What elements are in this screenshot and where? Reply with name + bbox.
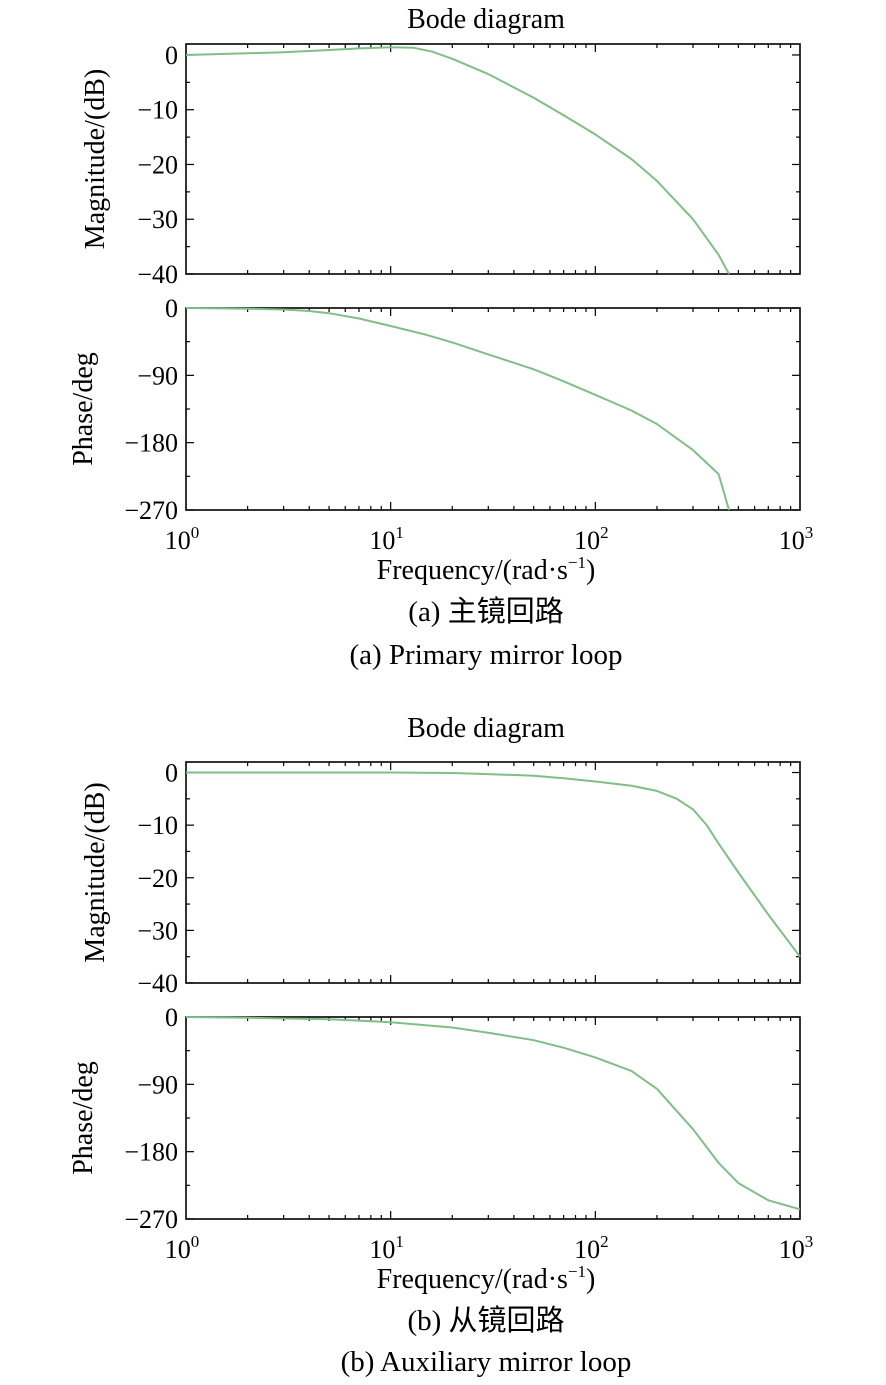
chart-a-magnitude-ylabel: Magnitude/(dB) <box>80 69 111 249</box>
chart-a-magnitude-ytick-label: −40 <box>137 260 178 289</box>
chart-a-xlabel: Frequency/(rad·s−1) <box>377 553 596 586</box>
chart-a-phase-frame <box>185 307 801 511</box>
chart-a-magnitude-magnitude-line <box>185 46 730 275</box>
chart-b-xtick-label: 102 <box>574 1232 609 1264</box>
chart-b-xlabel: Frequency/(rad·s−1) <box>377 1262 596 1295</box>
chart-b-xtick-label: 103 <box>779 1232 814 1264</box>
chart-b-magnitude-ytick-label: −10 <box>137 811 178 840</box>
chart-a-magnitude-frame <box>185 43 801 275</box>
chart-a-phase-ytick-label: 0 <box>165 294 178 323</box>
chart-b-title: Bode diagram <box>407 713 565 744</box>
chart-b-phase-ytick-label: −180 <box>124 1138 178 1167</box>
chart-b-magnitude-ytick-label: −30 <box>137 916 178 945</box>
chart-b-magnitude-ytick-label: 0 <box>165 759 178 788</box>
chart-b-caption-en: (b) Auxiliary mirror loop <box>341 1346 632 1378</box>
chart-a-title: Bode diagram <box>407 4 565 35</box>
chart-a-magnitude-ytick-label: 0 <box>165 41 178 70</box>
chart-a-caption-cn: (a) 主镜回路 <box>408 595 563 628</box>
chart-a-magnitude-ytick-label: −20 <box>137 150 178 179</box>
chart-b-xtick-label: 101 <box>369 1232 404 1264</box>
chart-b-magnitude-ytick-label: −20 <box>137 864 178 893</box>
chart-a-magnitude-ytick-label: −30 <box>137 205 178 234</box>
chart-a-xtick-label: 101 <box>369 523 404 555</box>
chart-b-phase-frame <box>185 1016 801 1220</box>
chart-b-phase-ytick-label: 0 <box>165 1003 178 1032</box>
chart-a-phase-phase-line <box>185 307 730 511</box>
chart-b-magnitude-frame <box>185 761 801 984</box>
chart-a-xtick-label: 102 <box>574 523 609 555</box>
chart-a-phase-ytick-label: −90 <box>137 361 178 390</box>
chart-a-xtick-label: 100 <box>165 523 200 555</box>
chart-a-phase-ytick-label: −180 <box>124 429 178 458</box>
chart-a-caption-en: (a) Primary mirror loop <box>349 639 622 671</box>
chart-b-caption-cn: (b) 从镜回路 <box>407 1304 564 1337</box>
chart-a-xtick-label: 103 <box>779 523 814 555</box>
chart-b-phase-phase-line <box>185 1016 801 1211</box>
chart-b-magnitude-ylabel: Magnitude/(dB) <box>80 782 111 962</box>
chart-a-phase-ytick-label: −270 <box>124 496 178 525</box>
chart-b-phase-ylabel: Phase/deg <box>68 1061 99 1175</box>
chart-b-magnitude-magnitude-line <box>186 771 801 958</box>
chart-a-magnitude-ytick-label: −10 <box>137 96 178 125</box>
chart-b-phase-ytick-label: −90 <box>137 1070 178 1099</box>
chart-b-magnitude-ytick-label: −40 <box>137 969 178 998</box>
chart-b-phase-ytick-label: −270 <box>124 1205 178 1234</box>
chart-a-phase-ylabel: Phase/deg <box>68 352 99 466</box>
chart-b-xtick-label: 100 <box>165 1232 200 1264</box>
